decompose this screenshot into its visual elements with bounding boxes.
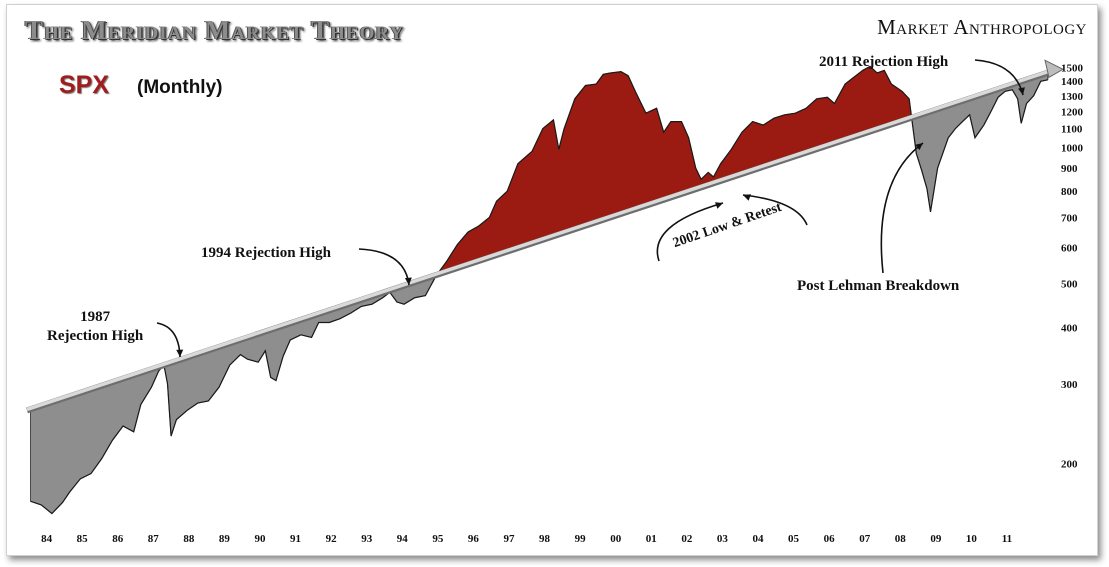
- arrow-2011-head: [1018, 87, 1025, 95]
- y-tick-label: 1500: [1061, 63, 1084, 75]
- x-tick-label: 92: [326, 533, 338, 545]
- y-tick-label: 900: [1061, 163, 1078, 175]
- y-tick-label: 1000: [1061, 142, 1084, 154]
- y-tick-label: 200: [1061, 458, 1078, 470]
- x-tick-label: 99: [575, 533, 587, 545]
- arrow-lehman-head: [915, 143, 923, 151]
- x-tick-label: 87: [148, 533, 160, 545]
- spx-chart: 2003004005006007008009001000110012001300…: [26, 59, 1084, 545]
- x-tick-label: 07: [859, 533, 871, 545]
- x-tick-label: 91: [290, 533, 301, 545]
- x-tick-label: 09: [930, 533, 942, 545]
- y-tick-label: 1300: [1061, 91, 1084, 103]
- arrow-2002-retest-head: [743, 194, 751, 201]
- annotation-1994: 1994 Rejection High: [201, 245, 331, 261]
- arrow-2002-low: [656, 202, 724, 262]
- x-tick-label: 90: [254, 533, 266, 545]
- arrow-1987: [156, 322, 181, 358]
- x-tick-label: 05: [788, 533, 800, 545]
- chart-title: The Meridian Market Theory: [25, 15, 405, 45]
- x-tick-label: 11: [1002, 533, 1012, 545]
- trendline: [26, 67, 1056, 412]
- x-tick-label: 86: [112, 533, 124, 545]
- chart-frame: 200 300 400 500 600 700 800 900 1000 1100 1200 1300…: [6, 4, 1098, 556]
- x-tick-label: 88: [183, 533, 195, 545]
- x-tick-label: 06: [824, 533, 836, 545]
- arrow-1987-head: [176, 349, 184, 357]
- x-tick-label: 03: [717, 533, 729, 545]
- trendline-arrowhead: [1044, 59, 1065, 79]
- x-tick-label: 10: [966, 533, 978, 545]
- arrow-1994-head: [404, 277, 412, 285]
- y-tick-label: 1100: [1061, 124, 1083, 136]
- x-tick-label: 01: [646, 533, 657, 545]
- price-line: [30, 65, 1049, 515]
- y-tick-label: 400: [1061, 322, 1078, 334]
- y-tick-label: 700: [1061, 212, 1078, 224]
- y-tick-label: 500: [1061, 278, 1078, 290]
- x-tick-label: 02: [681, 533, 693, 545]
- y-tick-label: 300: [1061, 379, 1078, 391]
- x-tick-label: 85: [77, 533, 89, 545]
- arrow-2002-retest: [742, 194, 808, 226]
- x-tick-label: 97: [503, 533, 515, 545]
- x-tick-label: 93: [361, 533, 373, 545]
- y-tick-label: 800: [1061, 186, 1078, 198]
- y-tick-label: 600: [1061, 243, 1078, 255]
- arrow-2002-low-head: [715, 202, 723, 209]
- x-tick-label: 98: [539, 533, 551, 545]
- x-tick-label: 04: [752, 533, 764, 545]
- x-tick-label: 96: [468, 533, 480, 545]
- y-tick-label: 1200: [1061, 107, 1084, 119]
- y-tick-label: 1400: [1061, 76, 1084, 88]
- x-tick-label: 84: [41, 533, 53, 545]
- x-tick-label: 89: [219, 533, 231, 545]
- annotation-1987-line1: 1987: [80, 309, 111, 325]
- x-tick-label: 08: [895, 533, 907, 545]
- frequency-label: (Monthly): [137, 77, 223, 98]
- annotation-2011: 2011 Rejection High: [819, 54, 949, 70]
- annotation-lehman: Post Lehman Breakdown: [797, 278, 960, 294]
- ticker-label: SPX: [59, 71, 110, 99]
- x-tick-label: 94: [397, 533, 409, 545]
- arrow-1994: [358, 248, 410, 286]
- annotation-1987-line2: Rejection High: [47, 328, 144, 344]
- arrow-lehman: [880, 142, 924, 274]
- annotation-1987: 1987 Rejection High: [47, 308, 143, 346]
- x-tick-label: 00: [610, 533, 622, 545]
- x-tick-label: 95: [432, 533, 444, 545]
- brand-label: Market Anthropology: [877, 15, 1087, 39]
